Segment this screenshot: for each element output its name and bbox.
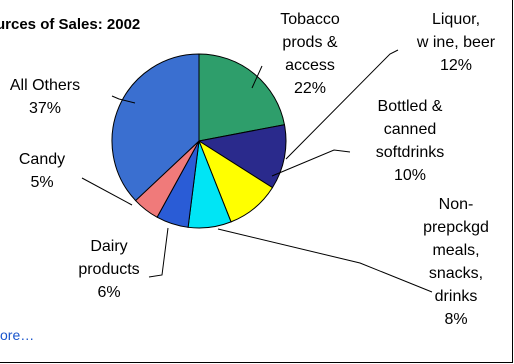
- slice-label-line: 37%: [29, 100, 61, 117]
- leader-line-4: [148, 227, 169, 278]
- slice-label-line: All Others: [10, 77, 80, 94]
- slice-label-line: Non-: [439, 196, 474, 213]
- chart-title: urces of Sales: 2002: [0, 16, 140, 33]
- leader-line-5: [81, 177, 133, 206]
- slice-label-line: 12%: [440, 57, 472, 74]
- slice-label-line: 5%: [30, 174, 53, 191]
- leader-line-3: [217, 228, 433, 293]
- slice-label-line: Tobacco: [280, 11, 340, 28]
- slice-label-3: Non-prepckgd meals, snacks, drinks 8%: [423, 196, 489, 328]
- slice-label-1: Liquor, w ine, beer 12%: [416, 11, 496, 74]
- slice-label-line: prepckgd: [423, 219, 489, 236]
- slice-label-line: w ine, beer: [416, 34, 496, 51]
- slice-label-line: products: [78, 261, 139, 278]
- slice-label-line: prods &: [282, 34, 337, 51]
- slice-label-2: Bottled & canned softdrinks 10%: [376, 98, 444, 184]
- slice-label-line: Candy: [19, 151, 65, 168]
- leader-line-1: [285, 49, 399, 160]
- slice-label-line: 10%: [394, 167, 426, 184]
- slice-label-line: canned: [384, 121, 437, 138]
- slice-label-5: Candy 5%: [19, 151, 65, 191]
- slice-label-line: 6%: [97, 284, 120, 301]
- slice-label-4: Dairy products 6%: [78, 238, 139, 301]
- slice-label-line: 22%: [294, 80, 326, 97]
- slice-label-6: All Others 37%: [10, 77, 80, 117]
- slice-label-line: Dairy: [90, 238, 127, 255]
- slice-label-line: access: [285, 57, 335, 74]
- leader-line-6: [111, 95, 136, 104]
- slice-label-line: 8%: [444, 311, 467, 328]
- leader-line-0: [251, 65, 263, 89]
- leader-line-2: [271, 149, 351, 177]
- slice-label-line: meals,: [432, 242, 479, 259]
- pie-slice-1: [197, 124, 287, 189]
- slice-label-line: snacks,: [429, 265, 483, 282]
- slice-label-0: Tobacco prods & access 22%: [280, 11, 340, 97]
- pie-slice-6: [111, 53, 200, 202]
- slice-label-line: drinks: [435, 288, 478, 305]
- pie-slice-0: [198, 53, 286, 142]
- slice-label-line: Bottled &: [378, 98, 443, 115]
- slice-label-line: Liquor,: [432, 11, 480, 28]
- more-link[interactable]: ore…: [0, 327, 35, 343]
- slice-label-line: softdrinks: [376, 144, 444, 161]
